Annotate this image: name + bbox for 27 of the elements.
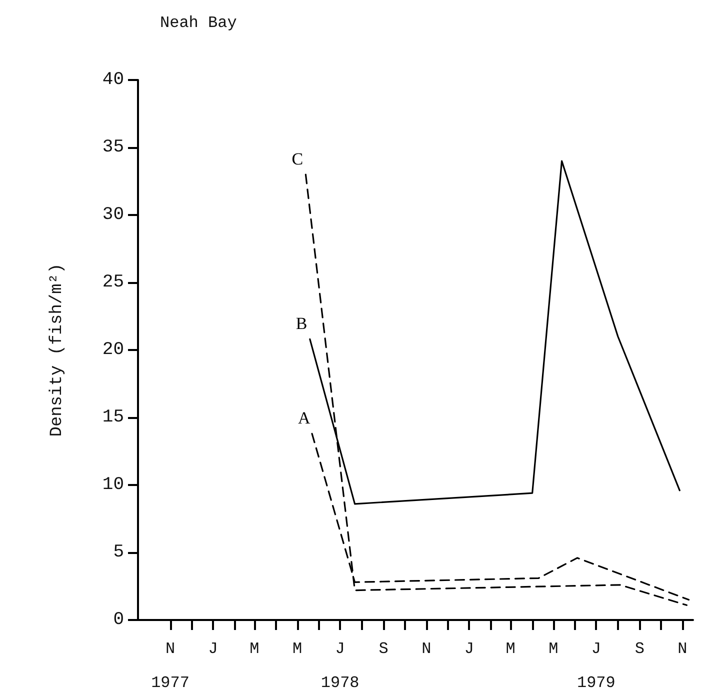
chart-title: Neah Bay xyxy=(160,14,238,32)
series-label: B xyxy=(296,314,308,334)
x-tick-label: N 1977 xyxy=(151,640,190,692)
x-tick-label: J 1979 xyxy=(576,640,616,692)
x-tick-label: S xyxy=(634,640,644,658)
y-tick-label: 5 xyxy=(113,542,124,562)
y-tick-label: 25 xyxy=(102,272,124,292)
y-axis-title: Density (fish/m²) xyxy=(48,263,67,437)
x-tick-label: J xyxy=(464,640,474,658)
series-label: C xyxy=(292,150,304,168)
y-tick-label: 20 xyxy=(102,340,124,360)
y-tick-label: 15 xyxy=(102,408,124,428)
x-tick-label: S xyxy=(378,640,388,658)
x-tick-label: M xyxy=(506,640,516,658)
x-tick-label: N xyxy=(422,640,432,658)
series-label: A xyxy=(298,408,312,428)
x-tick-label: M xyxy=(548,640,558,658)
x-tick-label: J 1978 xyxy=(320,640,360,692)
x-tick-label: J xyxy=(208,640,218,658)
y-tick-label: 30 xyxy=(102,205,124,225)
y-tick-label: 35 xyxy=(102,138,124,158)
x-tick-label: N xyxy=(678,640,688,658)
x-tick-label: M xyxy=(292,640,302,658)
y-tick-label: 40 xyxy=(102,70,124,90)
x-tick-label: M xyxy=(250,640,260,658)
y-tick-label: 10 xyxy=(102,475,124,495)
y-tick-label: 0 xyxy=(113,610,124,630)
